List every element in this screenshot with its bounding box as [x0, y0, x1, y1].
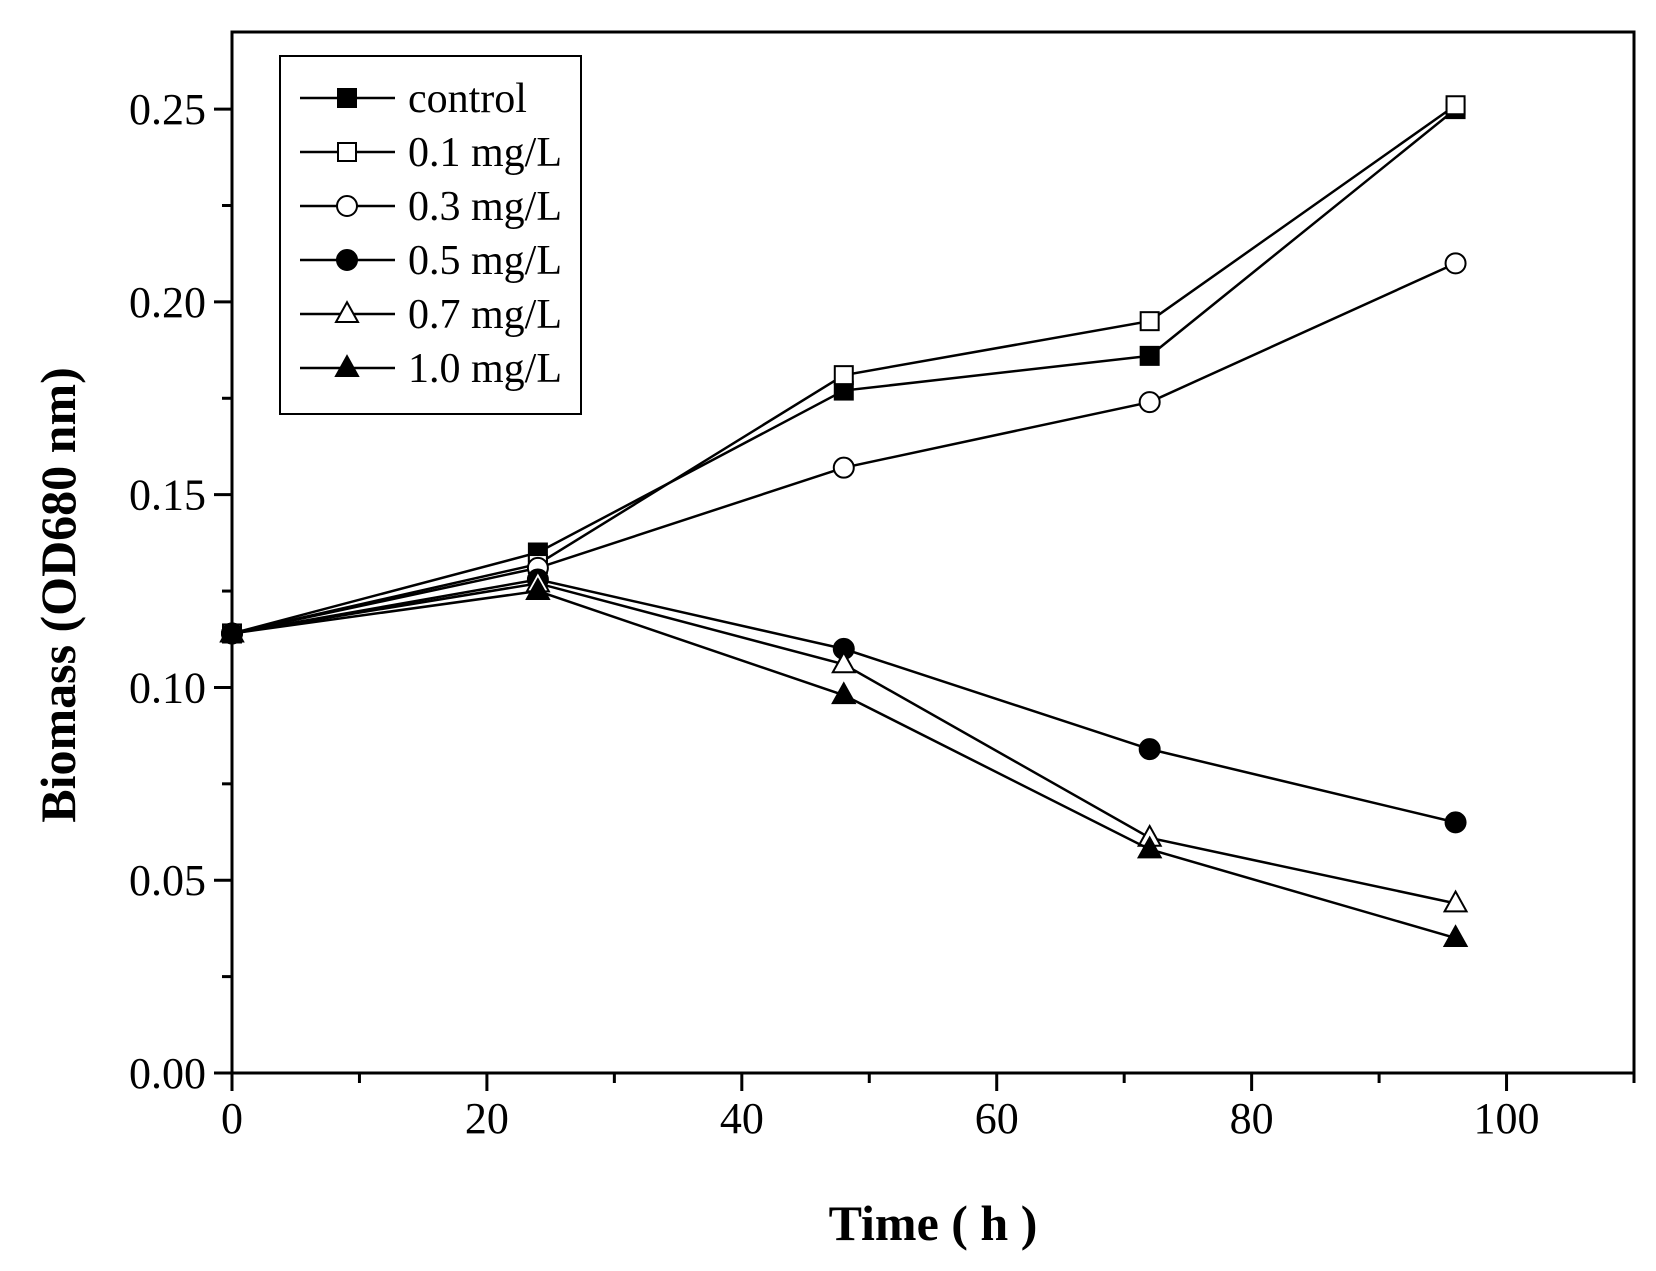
legend-item: control	[300, 76, 527, 122]
y-tick-label: 0.00	[129, 1049, 206, 1098]
x-axis-title: Time ( h )	[829, 1195, 1038, 1251]
data-point	[1138, 738, 1161, 761]
legend-label: 1.0 mg/L	[408, 346, 562, 392]
legend-marker	[337, 142, 357, 162]
x-tick-label: 40	[720, 1094, 764, 1143]
legend-marker	[337, 88, 357, 108]
x-tick-label: 0	[221, 1094, 243, 1143]
data-point	[1444, 811, 1467, 834]
data-point	[833, 365, 854, 386]
data-point	[832, 456, 855, 479]
y-axis-title: Biomass (OD680 nm)	[30, 367, 86, 823]
data-point	[1139, 345, 1160, 366]
x-tick-label: 60	[975, 1094, 1019, 1143]
data-point	[525, 577, 551, 601]
legend-marker	[334, 300, 360, 323]
legend-item: 0.7 mg/L	[300, 292, 562, 338]
y-axis: 0.00 0.05 0.10 0.15 0.20 0.25	[129, 85, 232, 1098]
data-point	[1139, 311, 1160, 332]
legend-label: 0.1 mg/L	[408, 130, 562, 176]
y-tick-label: 0.25	[129, 85, 206, 134]
x-tick-label: 100	[1474, 1094, 1540, 1143]
y-tick-label: 0.05	[129, 856, 206, 905]
data-point	[1444, 252, 1467, 275]
data-point	[1136, 835, 1163, 859]
legend-label: 0.3 mg/L	[408, 184, 562, 230]
x-tick-label: 20	[465, 1094, 509, 1143]
x-axis: 0 20 40 60 80 100	[221, 1073, 1636, 1143]
data-point	[1442, 924, 1469, 948]
legend-item: 0.5 mg/L	[300, 238, 562, 284]
data-point	[831, 650, 857, 674]
data-point	[831, 681, 857, 705]
series-5	[219, 577, 1469, 948]
y-tick-label: 0.20	[129, 278, 206, 327]
legend-item: 0.1 mg/L	[300, 130, 562, 176]
data-point	[219, 619, 245, 643]
legend: control 0.1 mg/L 0.3 mg/L 0.5 mg/L 0.7 mg/L 1…	[279, 55, 582, 415]
x-tick-label: 80	[1230, 1094, 1274, 1143]
legend-label: 0.7 mg/L	[408, 292, 562, 338]
legend-label: 0.5 mg/L	[408, 238, 562, 284]
data-point	[1442, 889, 1469, 913]
series-line	[231, 582, 1456, 905]
data-point	[1138, 391, 1161, 414]
legend-box	[279, 55, 582, 415]
legend-label: control	[408, 76, 527, 122]
y-tick-label: 0.10	[129, 663, 206, 712]
legend-marker	[336, 195, 358, 217]
series-layer	[219, 95, 1469, 948]
data-point	[1445, 95, 1466, 116]
series-4	[219, 569, 1469, 913]
legend-marker	[334, 354, 360, 377]
legend-item: 1.0 mg/L	[300, 346, 562, 392]
y-tick-label: 0.15	[129, 471, 206, 520]
plot-frame	[230, 30, 1636, 1075]
legend-marker	[336, 249, 358, 271]
legend-item: 0.3 mg/L	[300, 184, 562, 230]
